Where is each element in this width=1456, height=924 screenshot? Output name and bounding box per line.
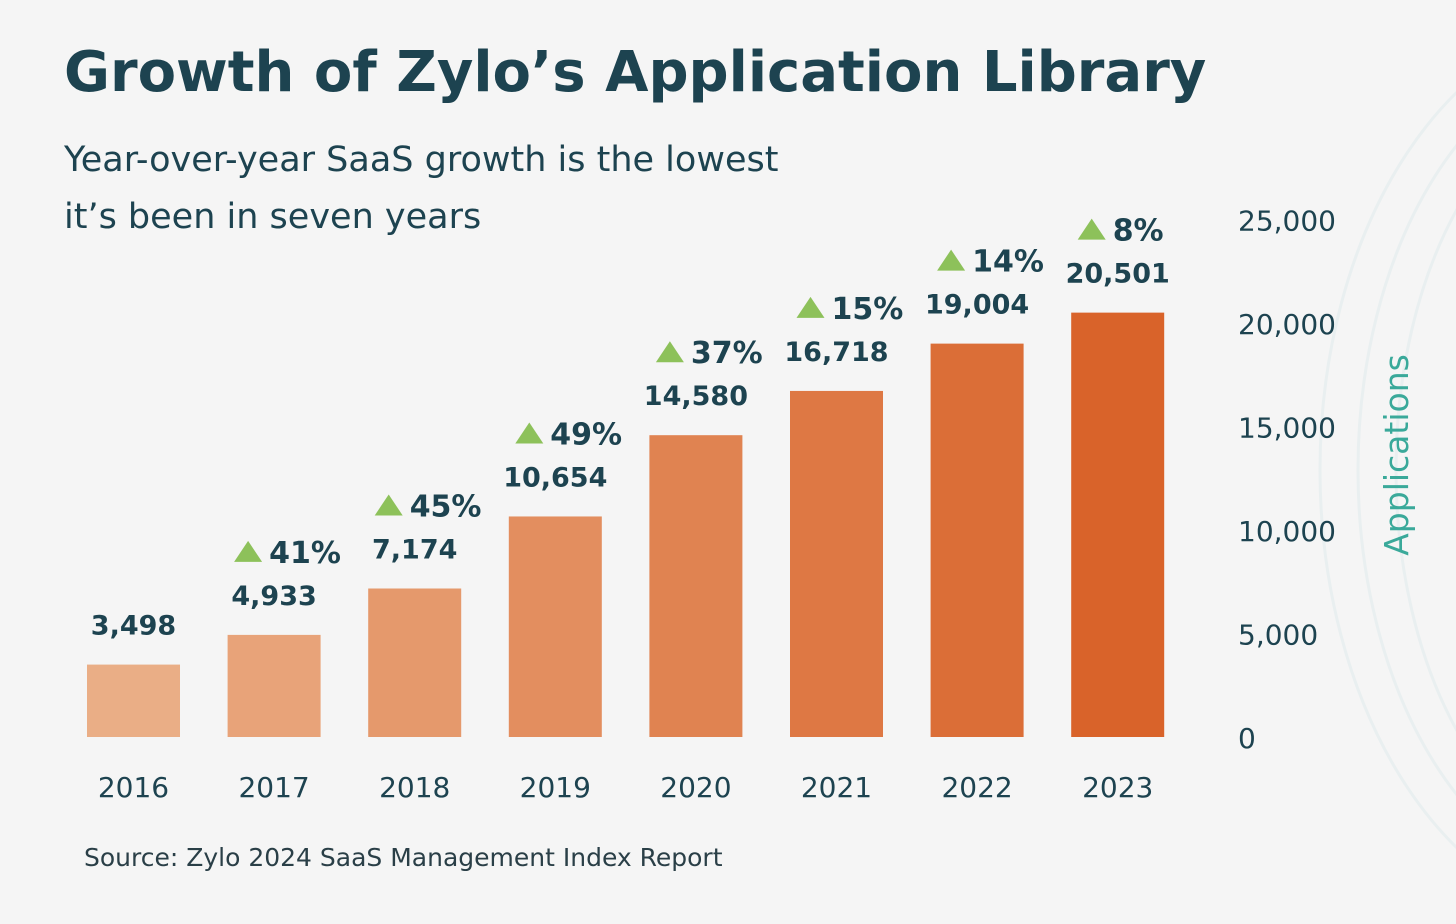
bar-2019 bbox=[508, 516, 602, 737]
growth-up-arrow-icon bbox=[1077, 218, 1106, 240]
y-axis-label: Applications bbox=[1377, 354, 1416, 556]
growth-up-arrow-icon bbox=[515, 422, 544, 444]
growth-label: 41% bbox=[269, 536, 341, 571]
growth-up-arrow-icon bbox=[234, 540, 263, 562]
y-tick-label: 20,000 bbox=[1238, 308, 1336, 341]
bar-2020 bbox=[649, 435, 743, 737]
value-label: 4,933 bbox=[231, 581, 316, 612]
x-tick-label: 2018 bbox=[379, 771, 450, 804]
chart-subtitle: Year-over-year SaaS growth is the lowest… bbox=[64, 140, 779, 237]
x-tick-label: 2023 bbox=[1082, 771, 1153, 804]
bar-2016 bbox=[87, 664, 180, 737]
y-tick-label: 15,000 bbox=[1238, 412, 1336, 445]
value-label: 14,580 bbox=[644, 381, 748, 412]
y-tick-label: 10,000 bbox=[1238, 515, 1336, 548]
x-tick-label: 2019 bbox=[520, 771, 591, 804]
x-tick-label: 2016 bbox=[98, 771, 169, 804]
growth-label: 45% bbox=[410, 489, 482, 524]
bar-2022 bbox=[930, 343, 1024, 737]
y-tick-label: 5,000 bbox=[1238, 619, 1318, 652]
growth-label: 49% bbox=[550, 417, 622, 452]
x-tick-label: 2020 bbox=[660, 771, 731, 804]
value-label: 16,718 bbox=[784, 337, 888, 368]
value-label: 20,501 bbox=[1066, 259, 1170, 290]
growth-label: 37% bbox=[691, 336, 763, 371]
chart-title: Growth of Zylo’s Application Library bbox=[64, 40, 1207, 105]
background-arcs bbox=[1318, 91, 1456, 849]
y-tick-label: 25,000 bbox=[1238, 205, 1336, 238]
bar-2021 bbox=[790, 390, 883, 737]
bar-2017 bbox=[227, 634, 321, 737]
value-label: 19,004 bbox=[925, 290, 1029, 321]
growth-label: 15% bbox=[832, 292, 904, 327]
bar-2023 bbox=[1071, 312, 1165, 737]
x-tick-label: 2017 bbox=[238, 771, 309, 804]
source-note: Source: Zylo 2024 SaaS Management Index … bbox=[84, 843, 723, 872]
bar-2018 bbox=[368, 588, 462, 737]
value-label: 7,174 bbox=[372, 534, 457, 565]
growth-up-arrow-icon bbox=[374, 494, 403, 516]
growth-up-arrow-icon bbox=[655, 341, 684, 363]
value-label: 10,654 bbox=[503, 462, 607, 493]
growth-label: 14% bbox=[972, 245, 1044, 280]
y-tick-label: 0 bbox=[1238, 722, 1256, 755]
growth-label: 8% bbox=[1113, 214, 1164, 249]
x-tick-label: 2022 bbox=[941, 771, 1012, 804]
growth-up-arrow-icon bbox=[937, 249, 966, 271]
x-tick-label: 2021 bbox=[801, 771, 872, 804]
growth-up-arrow-icon bbox=[796, 296, 825, 318]
value-label: 3,498 bbox=[91, 611, 176, 642]
